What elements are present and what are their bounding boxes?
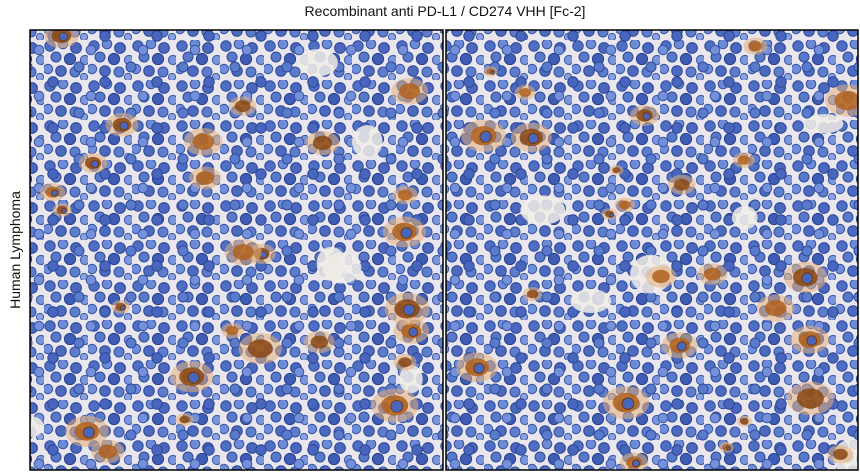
stained-cell [619, 200, 631, 210]
clear-area [352, 125, 383, 159]
nucleus [473, 362, 485, 375]
nucleus [408, 327, 419, 338]
nucleus [50, 189, 59, 197]
nucleus [400, 226, 413, 239]
stained-cell [748, 41, 763, 52]
stained-cell [737, 155, 751, 165]
stained-cell [832, 448, 848, 460]
clear-area [805, 114, 844, 134]
nucleus [82, 426, 95, 439]
nucleus [631, 459, 641, 468]
stained-cell [192, 133, 215, 150]
figure-title: Recombinant anti PD-L1 / CD274 VHH [Fc-2… [305, 3, 586, 19]
stained-cell [98, 444, 118, 459]
stained-cell [739, 417, 749, 425]
stained-cell [652, 269, 670, 284]
stained-cell [195, 171, 215, 185]
panel-border [29, 29, 444, 471]
nucleus [479, 130, 492, 143]
image-panel [30, 30, 443, 470]
stained-cell [519, 88, 532, 97]
clear-area [732, 205, 758, 230]
stained-cell [526, 289, 539, 299]
nucleus [621, 397, 635, 410]
stained-cell [673, 178, 690, 191]
nucleus [390, 399, 404, 413]
stained-cell [310, 335, 329, 349]
nucleus [642, 112, 651, 121]
stained-cell [234, 100, 251, 113]
nucleus [187, 371, 200, 384]
stained-cell [703, 267, 721, 281]
stained-cell [398, 83, 421, 100]
clear-area [399, 364, 423, 394]
panel-border [445, 29, 859, 471]
image-panel [446, 30, 858, 470]
nucleus [402, 303, 416, 317]
stained-cell [232, 244, 254, 261]
nucleus [119, 121, 129, 131]
stained-cell [796, 388, 824, 409]
stained-cell [247, 339, 273, 358]
stained-cell [312, 135, 333, 151]
nucleus [120, 305, 126, 311]
nucleus [801, 272, 814, 285]
nucleus [58, 31, 69, 42]
nucleus [676, 341, 687, 352]
nucleus [90, 159, 100, 169]
clear-area [30, 416, 45, 438]
row-label: Human Lymphoma [7, 191, 23, 309]
stained-cell [225, 325, 239, 336]
nucleus [806, 335, 818, 346]
stained-cell [612, 167, 621, 174]
clear-area [322, 252, 362, 284]
clear-area [298, 49, 338, 77]
nucleus [527, 132, 539, 145]
stained-cell [834, 90, 858, 111]
stained-cell [179, 415, 190, 424]
nucleus [609, 212, 615, 218]
clear-area [570, 289, 612, 314]
nucleus [61, 208, 67, 214]
clear-area [520, 195, 566, 225]
stained-cell [398, 357, 412, 368]
nucleus [490, 70, 495, 75]
nucleus [726, 445, 731, 451]
stained-cell [764, 300, 787, 317]
stained-cell [397, 189, 413, 201]
